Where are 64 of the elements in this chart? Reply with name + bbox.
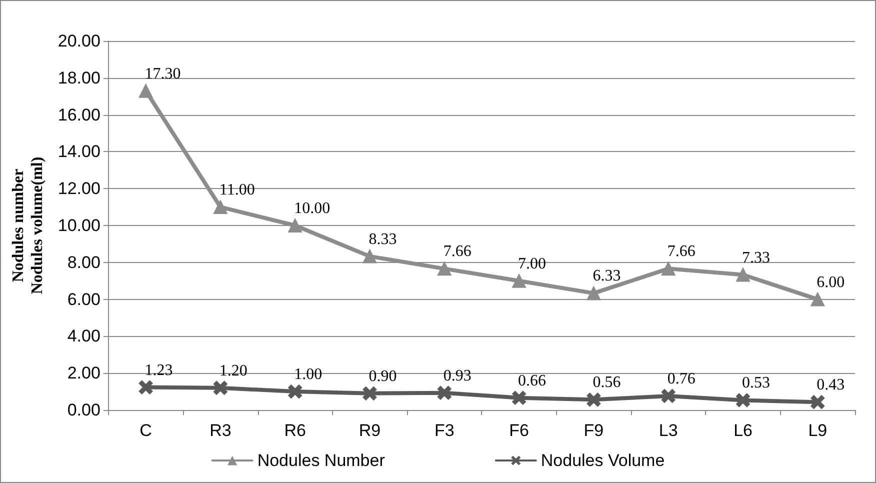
data-label: 10.00 — [294, 200, 330, 217]
legend-label: Nodules Volume — [540, 451, 665, 470]
data-label: 0.93 — [443, 367, 472, 384]
x-tick-label: L3 — [658, 421, 678, 440]
y-tick-label: 18.00 — [58, 68, 100, 88]
x-tick-label: L9 — [808, 421, 828, 440]
data-label: 7.66 — [443, 243, 472, 260]
point — [138, 84, 153, 98]
point — [437, 262, 452, 276]
point — [437, 386, 452, 400]
y-tick-label: 6.00 — [67, 290, 100, 309]
data-label: 0.76 — [667, 370, 696, 388]
y-tick-label: 16.00 — [58, 105, 100, 124]
data-label: 17.30 — [144, 65, 181, 82]
point — [810, 395, 825, 410]
data-label: 8.33 — [368, 230, 397, 248]
y-tick-label: 4.00 — [67, 326, 100, 346]
y-tick-label: 14.00 — [58, 142, 100, 162]
point — [586, 392, 601, 407]
y-tick-label: 2.00 — [67, 364, 100, 383]
data-label: 7.00 — [518, 255, 546, 272]
point — [512, 274, 526, 288]
x-tick-label: C — [140, 421, 152, 440]
x-tick-label: F9 — [584, 421, 604, 440]
legend-label: Nodules Number — [257, 451, 386, 470]
point — [138, 380, 153, 394]
data-label: 0.66 — [518, 372, 546, 390]
data-label: 0.43 — [816, 376, 845, 394]
data-label: 6.00 — [816, 274, 845, 291]
data-label: 7.66 — [667, 243, 696, 260]
y-tick-label: 12.00 — [58, 179, 100, 198]
point — [213, 200, 228, 214]
y-tick-label: 10.00 — [58, 216, 100, 235]
y-axis-title: Nodules number Nodules volume(ml) — [10, 156, 46, 294]
data-label: 7.33 — [742, 249, 770, 266]
point — [362, 386, 377, 400]
point — [512, 390, 526, 405]
x-tick-label: F3 — [434, 421, 454, 440]
data-label: 1.00 — [294, 366, 322, 384]
point — [362, 249, 377, 264]
y-tick-label: 0.00 — [67, 400, 100, 420]
point — [736, 268, 750, 282]
x-tick-label: R3 — [210, 421, 232, 440]
point — [586, 286, 601, 300]
x-tick-label: R9 — [358, 421, 381, 440]
data-label: 0.53 — [742, 374, 770, 392]
point — [213, 380, 228, 395]
x-tick-label: F6 — [509, 421, 529, 440]
data-label: 1.20 — [219, 362, 248, 380]
data-label: 0.90 — [368, 368, 397, 385]
point — [288, 384, 302, 399]
point — [810, 292, 825, 306]
point — [661, 262, 676, 276]
data-label: 6.33 — [592, 268, 621, 285]
y-tick-label: 8.00 — [67, 252, 100, 272]
point — [736, 393, 750, 408]
point — [661, 388, 676, 403]
data-label: 11.00 — [219, 182, 255, 199]
point — [288, 218, 302, 232]
data-label: 0.56 — [592, 374, 621, 392]
x-tick-label: L6 — [734, 421, 752, 440]
y-tick-label: 20.00 — [58, 32, 100, 50]
x-tick-label: R6 — [284, 421, 306, 440]
data-label: 1.23 — [144, 362, 173, 379]
